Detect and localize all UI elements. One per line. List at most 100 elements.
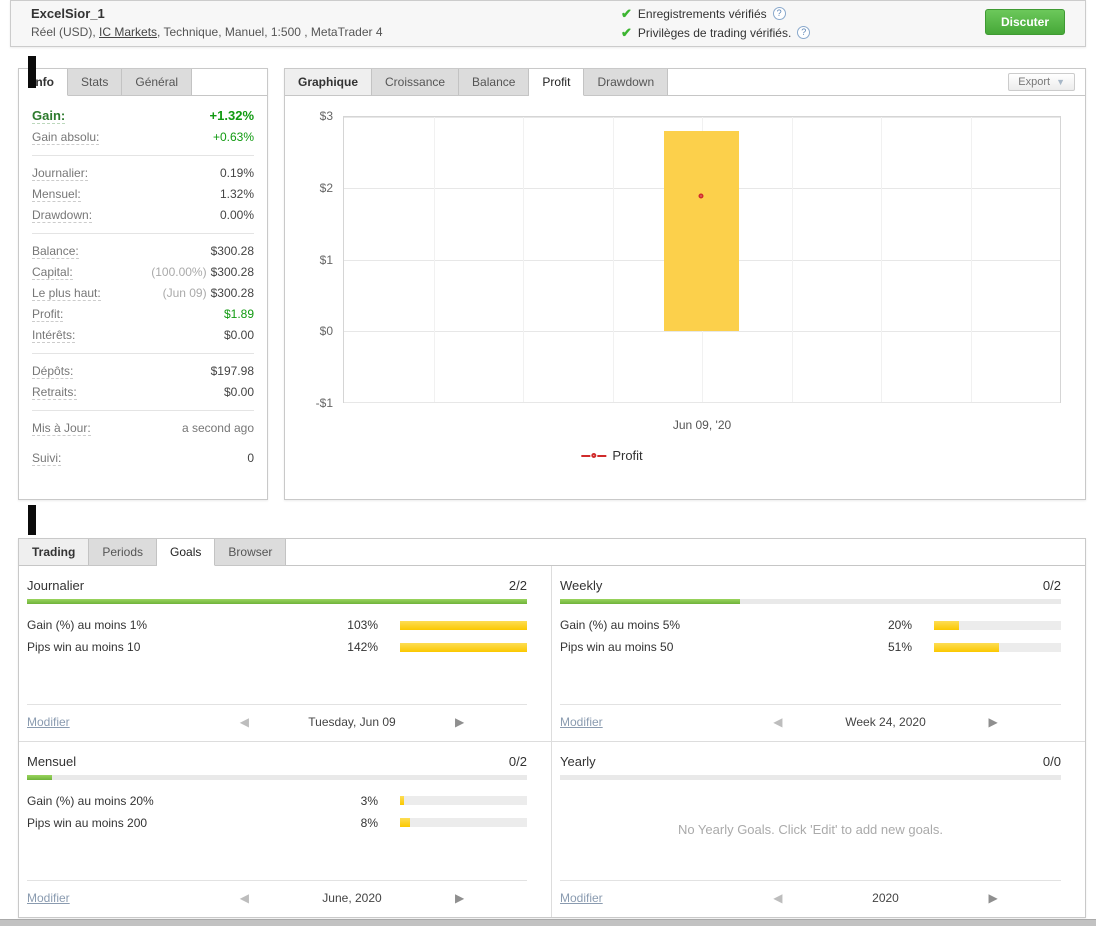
prev-period-icon[interactable]: ◀ bbox=[765, 891, 790, 905]
next-period-icon[interactable]: ▶ bbox=[447, 715, 472, 729]
profit-bar bbox=[664, 131, 738, 331]
page-bottom-strip bbox=[0, 919, 1096, 926]
period-pager: ◀ Tuesday, Jun 09 ▶ bbox=[177, 715, 527, 729]
goal-bar-fill bbox=[934, 621, 959, 630]
info-tabs: Info Stats Général bbox=[19, 69, 267, 96]
edit-goals-link[interactable]: Modifier bbox=[27, 891, 177, 905]
goal-label: Pips win au moins 50 bbox=[560, 640, 866, 654]
goal-bar-fill bbox=[934, 643, 999, 652]
export-button[interactable]: Export ▼ bbox=[1008, 73, 1075, 91]
stat-prefix: (Jun 09) bbox=[163, 286, 207, 300]
discuss-button[interactable]: Discuter bbox=[985, 9, 1065, 35]
goal-score: 0/2 bbox=[509, 754, 527, 769]
tab-browser[interactable]: Browser bbox=[215, 539, 286, 565]
tab-goals[interactable]: Goals bbox=[157, 539, 215, 566]
divider bbox=[32, 353, 254, 354]
goal-bar-fill bbox=[400, 621, 527, 630]
stat-prefix: (100.00%) bbox=[151, 265, 206, 279]
next-period-icon[interactable]: ▶ bbox=[981, 891, 1006, 905]
y-tick-label: $2 bbox=[320, 181, 333, 195]
goal-row: Gain (%) au moins 5% 20% bbox=[560, 618, 1061, 632]
goal-label: Gain (%) au moins 1% bbox=[27, 618, 332, 632]
chart-area: $3$2$1$0-$1 Jun 09, '20 Profit bbox=[285, 96, 1085, 499]
y-tick-label: $1 bbox=[320, 253, 333, 267]
goal-score: 0/2 bbox=[1043, 578, 1061, 593]
gridline bbox=[881, 117, 882, 402]
goal-bar-fill bbox=[400, 818, 410, 827]
tab-general[interactable]: Général bbox=[122, 69, 192, 95]
next-period-icon[interactable]: ▶ bbox=[447, 891, 472, 905]
y-tick-label: -$1 bbox=[316, 396, 333, 410]
edit-goals-link[interactable]: Modifier bbox=[560, 715, 710, 729]
stat-row-capital: Capital: (100.00%)$300.28 bbox=[32, 262, 254, 283]
edit-goals-link[interactable]: Modifier bbox=[27, 715, 177, 729]
y-tick-label: $3 bbox=[320, 109, 333, 123]
stat-value: 1.32% bbox=[220, 187, 254, 201]
chart-plot bbox=[343, 116, 1061, 403]
stat-row-suivi: Suivi: 0 bbox=[32, 448, 254, 469]
tab-periods[interactable]: Periods bbox=[89, 539, 157, 565]
goal-percent: 142% bbox=[332, 640, 378, 654]
verified-privileges-row: ✔ Privilèges de trading vérifiés. ? bbox=[621, 23, 985, 42]
trading-tabs: Trading Periods Goals Browser bbox=[19, 539, 1085, 566]
stat-row-profit: Profit: $1.89 bbox=[32, 304, 254, 325]
tab-drawdown[interactable]: Drawdown bbox=[584, 69, 668, 95]
stat-value: +0.63% bbox=[213, 130, 254, 144]
stat-label: Drawdown: bbox=[32, 208, 92, 223]
goal-cell-yearly: Yearly 0/0 No Yearly Goals. Click 'Edit'… bbox=[552, 742, 1085, 918]
subtitle-pre: Réel (USD), bbox=[31, 25, 99, 39]
goal-score: 0/0 bbox=[1043, 754, 1061, 769]
goal-bar-track bbox=[400, 643, 527, 652]
stat-value: $300.28 bbox=[211, 265, 254, 279]
period-pager: ◀ Week 24, 2020 ▶ bbox=[710, 715, 1061, 729]
broker-link[interactable]: IC Markets bbox=[99, 25, 157, 39]
goal-cell-footer: Modifier ◀ Tuesday, Jun 09 ▶ bbox=[27, 704, 527, 741]
profit-legend-icon bbox=[581, 453, 606, 458]
info-panel: Info Stats Général Gain: +1.32% Gain abs… bbox=[18, 68, 268, 500]
goal-label: Gain (%) au moins 20% bbox=[27, 794, 332, 808]
goals-list: Gain (%) au moins 20% 3% Pips win au moi… bbox=[27, 794, 527, 838]
goal-bar-track bbox=[934, 643, 1061, 652]
gridline bbox=[523, 117, 524, 402]
gridline bbox=[613, 117, 614, 402]
stat-value: 0 bbox=[247, 451, 254, 465]
next-period-icon[interactable]: ▶ bbox=[981, 715, 1006, 729]
goals-list: Gain (%) au moins 5% 20% Pips win au moi… bbox=[560, 618, 1061, 662]
stat-value: $300.28 bbox=[211, 286, 254, 300]
goal-bar-track bbox=[400, 818, 527, 827]
stat-value: $0.00 bbox=[224, 328, 254, 342]
tab-balance[interactable]: Balance bbox=[459, 69, 529, 95]
stat-row-mensuel: Mensuel: 1.32% bbox=[32, 184, 254, 205]
prev-period-icon[interactable]: ◀ bbox=[232, 891, 257, 905]
chart-legend: Profit bbox=[581, 448, 642, 463]
tab-profit[interactable]: Profit bbox=[529, 69, 584, 96]
decorative-marker bbox=[28, 505, 36, 535]
help-icon[interactable]: ? bbox=[797, 26, 810, 39]
stat-label: Retraits: bbox=[32, 385, 77, 400]
edit-goals-link[interactable]: Modifier bbox=[560, 891, 710, 905]
prev-period-icon[interactable]: ◀ bbox=[765, 715, 790, 729]
gridline bbox=[344, 402, 1060, 403]
y-tick-label: $0 bbox=[320, 324, 333, 338]
decorative-marker bbox=[28, 56, 36, 88]
account-identity: ExcelSior_1 Réel (USD), IC Markets, Tech… bbox=[31, 6, 621, 39]
goal-progress-fill bbox=[27, 775, 52, 780]
current-period: Week 24, 2020 bbox=[791, 715, 981, 729]
chart-panel: Graphique Croissance Balance Profit Draw… bbox=[284, 68, 1086, 500]
profit-marker bbox=[699, 194, 704, 199]
stat-label: Mis à Jour: bbox=[32, 421, 91, 436]
stat-label: Gain absolu: bbox=[32, 130, 99, 145]
goal-cell-journalier: Journalier 2/2 Gain (%) au moins 1% 103%… bbox=[19, 566, 552, 742]
stat-row-gain-absolu: Gain absolu: +0.63% bbox=[32, 127, 254, 148]
help-icon[interactable]: ? bbox=[773, 7, 786, 20]
stat-row-balance: Balance: $300.28 bbox=[32, 241, 254, 262]
goals-list: Gain (%) au moins 1% 103% Pips win au mo… bbox=[27, 618, 527, 662]
gridline bbox=[792, 117, 793, 402]
stat-label: Suivi: bbox=[32, 451, 61, 466]
tab-croissance[interactable]: Croissance bbox=[372, 69, 459, 95]
goal-cell-footer: Modifier ◀ June, 2020 ▶ bbox=[27, 880, 527, 917]
goal-cell-head: Journalier 2/2 bbox=[27, 578, 527, 599]
prev-period-icon[interactable]: ◀ bbox=[232, 715, 257, 729]
tab-info[interactable]: Info bbox=[19, 69, 68, 96]
tab-stats[interactable]: Stats bbox=[68, 69, 122, 95]
